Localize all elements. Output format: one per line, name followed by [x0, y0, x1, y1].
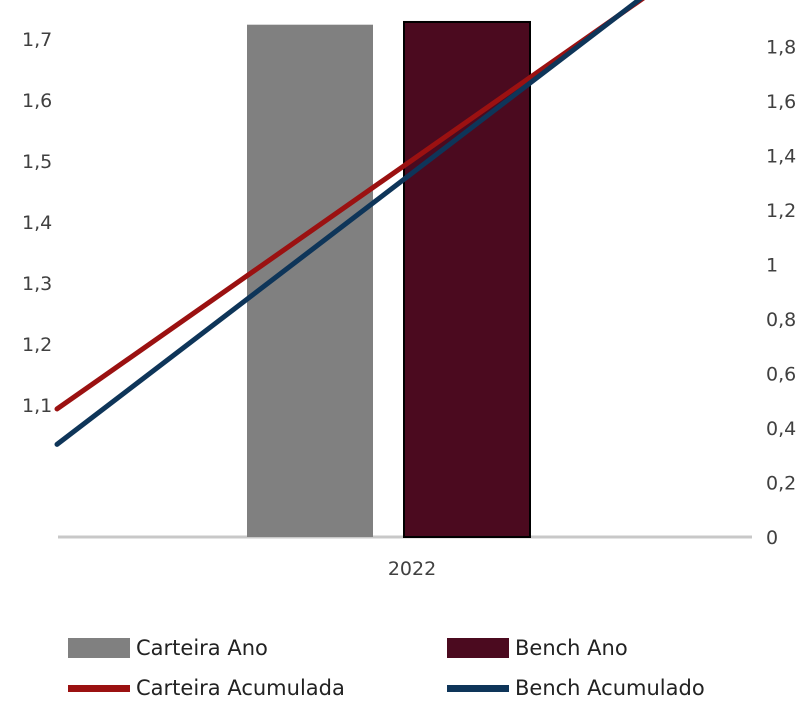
lines [54, 0, 645, 447]
left-axis-ticks: 1,11,21,31,41,51,61,71,8 [22, 29, 52, 417]
right-tick-label: 0 [766, 527, 778, 549]
left-tick-label: 1,6 [22, 90, 52, 112]
bars [247, 20, 531, 539]
left-tick-label: 1,2 [22, 334, 52, 356]
left-tick-label: 1,1 [22, 395, 52, 417]
right-tick-label: 0,6 [766, 364, 796, 386]
left-tick-label: 1,3 [22, 273, 52, 295]
right-tick-label: 1,2 [766, 200, 796, 222]
right-tick-label: 1 [766, 255, 778, 277]
right-tick-label: 0,4 [766, 418, 796, 440]
left-tick-label: 1,7 [22, 29, 52, 51]
left-tick-label: 1,4 [22, 212, 52, 234]
right-tick-label: 0,8 [766, 309, 796, 331]
line-bench-acumulado [54, 0, 643, 447]
right-tick-label: 1,4 [766, 146, 796, 168]
right-axis-ticks: 0 0,2 0,4 0,6 0,8 1 1,2 1,4 1,6 1,8 [766, 37, 796, 550]
bar-bench-ano [403, 20, 531, 539]
bar-carteira-ano [247, 24, 373, 537]
right-tick-label: 0,2 [766, 473, 796, 495]
left-tick-label: 1,5 [22, 151, 52, 173]
right-tick-label: 1,6 [766, 91, 796, 113]
x-tick-label: 2022 [388, 558, 436, 580]
right-tick-label: 1,8 [766, 37, 796, 59]
